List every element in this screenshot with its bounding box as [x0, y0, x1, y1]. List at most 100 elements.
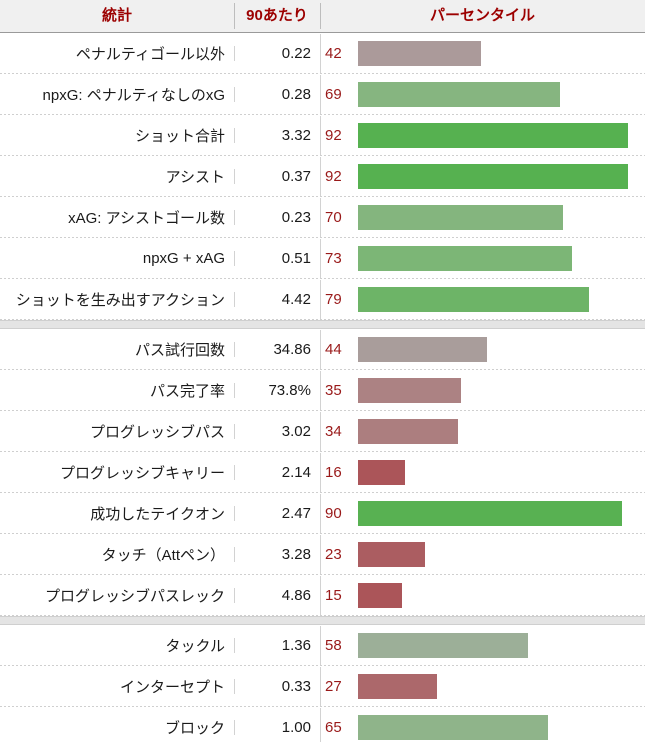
section-separator	[0, 320, 645, 329]
percentile-value: 92	[325, 168, 342, 185]
stat-name-cell: ペナルティゴール以外	[75, 46, 225, 63]
percentile-value: 92	[325, 127, 342, 144]
per90-value-cell: 0.28	[234, 86, 320, 103]
percentile-bar	[358, 633, 528, 658]
table-body: ペナルティゴール以外 0.22 42 npxG: ペナルティなしのxG 0.28 69 ショ…	[0, 33, 645, 742]
percentile-value: 42	[325, 45, 342, 62]
percentile-value: 73	[325, 250, 342, 267]
table-row[interactable]: npxG + xAG 0.51 73	[0, 238, 645, 279]
per90-value-cell: 4.42	[234, 291, 320, 308]
percentile-bar-track	[358, 707, 645, 742]
percentile-bar	[358, 82, 561, 107]
percentile-bar	[358, 164, 628, 189]
per90-value-cell: 4.86	[234, 587, 320, 604]
percentile-cell: 73	[320, 238, 645, 279]
table-row[interactable]: プログレッシブパス 3.02 34	[0, 411, 645, 452]
table-row[interactable]: タッチ（Attペン） 3.28 23	[0, 534, 645, 575]
column-header-stat: 統計	[101, 7, 132, 24]
percentile-cell: 70	[320, 197, 645, 238]
percentile-bar	[358, 542, 426, 567]
percentile-cell: 23	[320, 534, 645, 575]
percentile-value: 15	[325, 587, 342, 604]
percentile-cell: 58	[320, 625, 645, 666]
per90-value-cell: 0.22	[234, 45, 320, 62]
percentile-bar-track	[358, 238, 645, 279]
percentile-cell: 92	[320, 115, 645, 156]
table-row[interactable]: ペナルティゴール以外 0.22 42	[0, 33, 645, 74]
column-header-per90: 90あたり	[234, 0, 320, 32]
table-row[interactable]: パス試行回数 34.86 44	[0, 329, 645, 370]
percentile-value: 27	[325, 678, 342, 695]
percentile-bar	[358, 123, 628, 148]
percentile-value: 90	[325, 505, 342, 522]
stat-name-cell: npxG: ペナルティなしのxG	[42, 87, 225, 104]
percentile-cell: 90	[320, 493, 645, 534]
percentile-bar-track	[358, 575, 645, 616]
percentile-value: 65	[325, 719, 342, 736]
percentile-cell: 15	[320, 575, 645, 616]
percentile-bar	[358, 715, 549, 740]
stat-name-cell: アシスト	[165, 169, 225, 186]
percentile-value: 35	[325, 382, 342, 399]
per90-value-cell: 0.33	[234, 678, 320, 695]
column-header-percentile: パーセンタイル	[320, 0, 645, 32]
percentile-value: 34	[325, 423, 342, 440]
percentile-bar	[358, 246, 572, 271]
percentile-bar-track	[358, 329, 645, 370]
percentile-bar-track	[358, 279, 645, 320]
per90-value-cell: 3.02	[234, 423, 320, 440]
stat-name-cell: プログレッシブキャリー	[59, 465, 225, 482]
table-row[interactable]: ショットを生み出すアクション 4.42 79	[0, 279, 645, 320]
table-row[interactable]: 成功したテイクオン 2.47 90	[0, 493, 645, 534]
percentile-bar-track	[358, 115, 645, 156]
percentile-cell: 69	[320, 74, 645, 115]
percentile-bar-track	[358, 452, 645, 493]
stat-name-cell: タックル	[165, 638, 225, 655]
per90-value-cell: 3.28	[234, 546, 320, 563]
table-row[interactable]: インターセプト 0.33 27	[0, 666, 645, 707]
percentile-bar-track	[358, 370, 645, 411]
table-row[interactable]: xAG: アシストゴール数 0.23 70	[0, 197, 645, 238]
percentile-value: 58	[325, 637, 342, 654]
stat-name-cell: インターセプト	[119, 679, 225, 696]
table-row[interactable]: ブロック 1.00 65	[0, 707, 645, 742]
stat-name-cell: ブロック	[164, 720, 225, 737]
per90-value-cell: 2.47	[234, 505, 320, 522]
percentile-bar-track	[358, 156, 645, 197]
stat-name-cell: プログレッシブパスレック	[44, 588, 225, 605]
per90-value-cell: 0.51	[234, 250, 320, 267]
per90-value-cell: 0.37	[234, 168, 320, 185]
table-row[interactable]: パス完了率 73.8% 35	[0, 370, 645, 411]
percentile-bar	[358, 287, 590, 312]
percentile-value: 44	[325, 341, 342, 358]
percentile-bar-track	[358, 197, 645, 238]
table-row[interactable]: ショット合計 3.32 92	[0, 115, 645, 156]
percentile-bar-track	[358, 666, 645, 707]
percentile-value: 70	[325, 209, 342, 226]
stat-name-cell: パス完了率	[149, 383, 225, 400]
table-row[interactable]: npxG: ペナルティなしのxG 0.28 69	[0, 74, 645, 115]
per90-value-cell: 2.14	[234, 464, 320, 481]
percentile-cell: 27	[320, 666, 645, 707]
per90-value-cell: 34.86	[234, 341, 320, 358]
percentile-bar-track	[358, 534, 645, 575]
percentile-bar	[358, 501, 622, 526]
percentile-bar	[358, 205, 564, 230]
table-row[interactable]: アシスト 0.37 92	[0, 156, 645, 197]
table-header-row: 統計 90あたり パーセンタイル	[0, 0, 645, 33]
stat-name-cell: npxG + xAG	[142, 250, 225, 267]
percentile-bar	[358, 41, 482, 66]
percentile-bar	[358, 337, 487, 362]
percentile-cell: 92	[320, 156, 645, 197]
percentile-bar-track	[358, 493, 645, 534]
percentile-bar	[358, 674, 438, 699]
percentile-cell: 79	[320, 279, 645, 320]
percentile-value: 23	[325, 546, 342, 563]
percentile-cell: 34	[320, 411, 645, 452]
table-row[interactable]: プログレッシブキャリー 2.14 16	[0, 452, 645, 493]
table-row[interactable]: タックル 1.36 58	[0, 625, 645, 666]
per90-value-cell: 1.00	[234, 719, 320, 736]
table-row[interactable]: プログレッシブパスレック 4.86 15	[0, 575, 645, 616]
percentile-value: 79	[325, 291, 342, 308]
